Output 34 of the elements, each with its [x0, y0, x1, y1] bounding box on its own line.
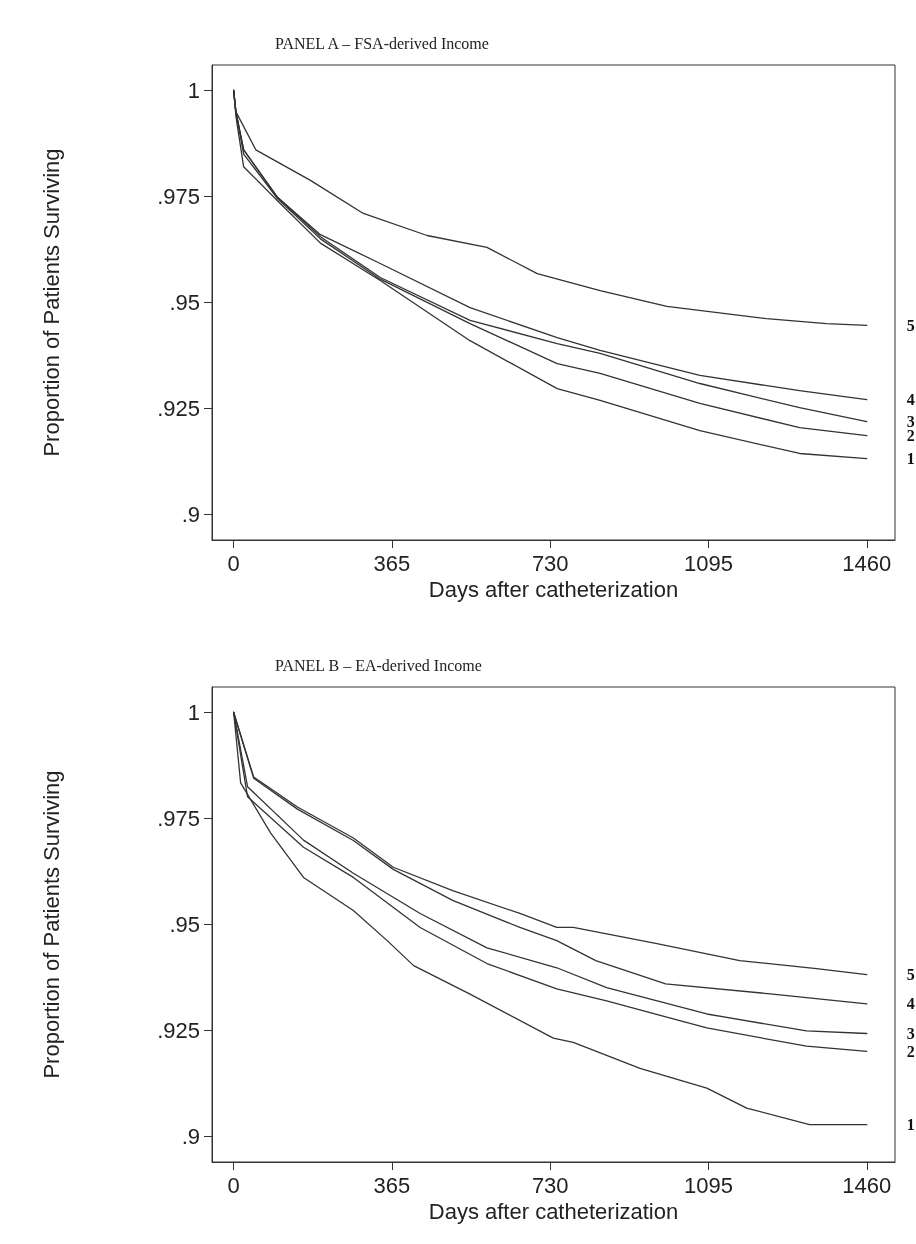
text: 5 — [906, 966, 915, 984]
text: 4 — [906, 995, 915, 1013]
y-tick-label: .9 — [181, 502, 200, 528]
y-tick-label: .95 — [169, 290, 200, 315]
x-tick-label: 365 — [373, 550, 411, 576]
text: 2 — [906, 1042, 915, 1060]
x-tick-label: 0 — [227, 550, 240, 576]
text: 4 — [906, 391, 915, 409]
text: 1 — [906, 1116, 915, 1134]
text: 1 — [906, 450, 915, 468]
y-tick-label: 1 — [187, 77, 200, 103]
text: 3 — [906, 1025, 915, 1042]
x-tick-label: 1095 — [684, 550, 734, 576]
x-tick-label: 1095 — [684, 1172, 734, 1198]
x-axis-title: Days after catheterization — [428, 1199, 679, 1225]
x-tick-label: 730 — [531, 1172, 569, 1198]
y-tick-label: .975 — [157, 183, 200, 209]
y-tick-label: .9 — [181, 1124, 200, 1150]
x-tick-label: 1460 — [842, 550, 892, 576]
text: 5 — [906, 316, 915, 334]
y-tick-label: .925 — [157, 1018, 200, 1044]
y-tick-label: 1 — [187, 699, 200, 725]
x-axis-title: Days after catheterization — [428, 577, 679, 603]
x-tick-label: 365 — [373, 1172, 411, 1198]
y-axis-title: Proportion of Patients Surviving — [38, 148, 64, 457]
x-tick-label: 1460 — [842, 1172, 892, 1198]
x-tick-label: 0 — [227, 1172, 240, 1198]
x-tick-label: 730 — [531, 550, 569, 576]
chart-title: PANEL A – FSA-derived Income — [275, 34, 489, 52]
y-axis-title: Proportion of Patients Surviving — [38, 770, 64, 1079]
y-tick-label: .975 — [157, 805, 200, 831]
y-tick-label: .925 — [157, 396, 200, 422]
y-tick-label: .95 — [169, 912, 200, 937]
chart-title: PANEL B – EA-derived Income — [275, 656, 482, 674]
